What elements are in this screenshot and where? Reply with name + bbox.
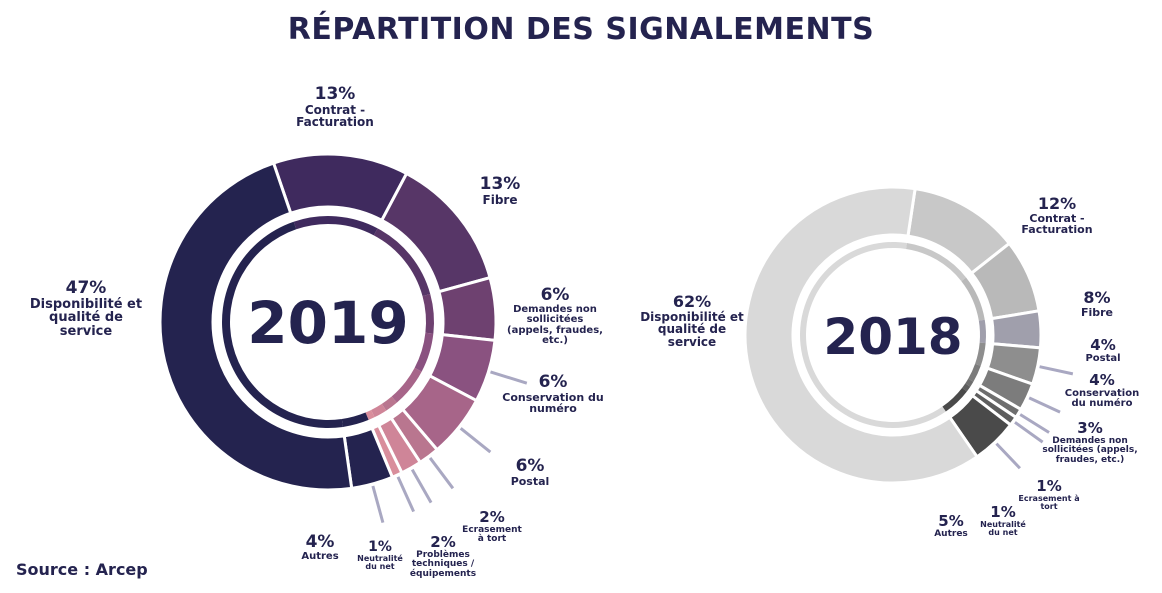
leader-line-autres [995, 442, 1021, 470]
label-name: Demandes non sollicitées (appels, fraude… [507, 303, 603, 347]
label-pct: 47% [65, 278, 107, 298]
label-name: Demandes non sollicitées (appels, fraude… [1042, 435, 1138, 465]
label-name: Conservation du numéro [502, 390, 604, 416]
label-2019-conservation: 6% Conservation du numéro [498, 372, 608, 416]
label-pct: 2% [430, 533, 456, 551]
label-pct: 6% [538, 372, 568, 392]
center-label-2018: 2018 [823, 308, 962, 366]
inner-ring-demandes-non-sollicitees-appels-fraudes-etc [422, 294, 435, 334]
label-name: Disponibilité et qualité de service [640, 309, 744, 349]
inner-ring-contrat-facturation [293, 216, 378, 236]
leader-line-ecrasement-a-tort [1019, 413, 1050, 434]
inner-ring-contrat-facturation [906, 243, 967, 282]
label-2018-conservation: 4% Conservation du numéro [1062, 371, 1142, 410]
inner-ring-fibre [373, 228, 431, 297]
inner-ring-autres [942, 387, 967, 412]
label-name: Fibre [1080, 305, 1114, 319]
label-name: Fibre [482, 192, 518, 207]
leader-line-postal [459, 427, 492, 454]
inner-ring-autres [341, 412, 369, 427]
label-pct: 13% [479, 174, 521, 194]
label-pct: 1% [990, 503, 1016, 521]
inner-ring-conservation-du-numero [975, 342, 986, 366]
inner-ring-ecrasement-a-tort [965, 378, 974, 387]
donut-2018 [743, 185, 1074, 485]
slice-postal [989, 309, 1043, 350]
label-pct: 4% [1090, 336, 1116, 354]
label-pct: 1% [368, 539, 392, 555]
chart-title: RÉPARTITION DES SIGNALEMENTS [287, 12, 875, 47]
label-pct: 13% [314, 84, 356, 104]
label-2019-disponibilite: 47% Disponibilité et qualité de service [28, 278, 144, 340]
label-name: Contrat - Facturation [1021, 211, 1093, 237]
inner-ring-postal [978, 319, 986, 344]
label-name: Postal [510, 474, 550, 488]
label-pct: 6% [540, 285, 570, 305]
leader-line-conservation-du-numero [1039, 365, 1074, 376]
label-pct: 1% [1036, 477, 1062, 495]
label-2018-autres: 5% Autres [928, 512, 974, 539]
inner-ring-conservation-du-numero [414, 332, 434, 372]
leader-line-neutralite-du-net [396, 476, 415, 513]
label-name: Problèmes techniques / équipements [409, 549, 477, 579]
label-2018-ecrasement: 1% Ecrasement à tort [1018, 477, 1080, 512]
label-name: Ecrasement à tort [462, 524, 522, 545]
label-2019-ecrasement: 2% Ecrasement à tort [460, 508, 524, 545]
inner-ring-ecrasement-a-tort [381, 396, 397, 411]
label-2018-postal: 4% Postal [1078, 336, 1128, 364]
inner-ring-demandes-non-sollicitees-appels-fraudes-etc [968, 363, 981, 382]
inner-ring-problemes-techniques-equipements [371, 403, 387, 418]
label-2018-disponibilite: 62% Disponibilité et qualité de service [640, 292, 744, 349]
label-2019-contrat: 13% Contrat - Facturation [290, 84, 380, 130]
label-2018-neutralite: 1% Neutralité du net [975, 503, 1031, 538]
inner-ring-postal [391, 367, 422, 403]
label-2019-demandes: 6% Demandes non sollicitées (appels, fra… [505, 285, 605, 347]
leader-line-conservation-du-numero [490, 370, 528, 385]
label-name: Contrat - Facturation [296, 102, 374, 130]
center-label-2019: 2019 [247, 289, 408, 357]
label-name: Disponibilité et qualité de service [29, 296, 143, 340]
source-note: Source : Arcep [16, 560, 148, 579]
label-name: Neutralité du net [357, 553, 403, 572]
label-name: Ecrasement à tort [1018, 493, 1080, 512]
leader-line-neutralite-du-net [1014, 421, 1044, 444]
label-2019-fibre: 13% Fibre [470, 174, 530, 207]
label-pct: 3% [1077, 419, 1103, 437]
label-2019-neutralite: 1% Neutralité du net [352, 540, 408, 571]
label-name: Postal [1085, 352, 1121, 364]
inner-ring-neutralite-du-net [365, 410, 375, 420]
label-2018-contrat: 12% Contrat - Facturation [1018, 194, 1096, 237]
label-name: Neutralité du net [980, 519, 1026, 538]
label-pct: 4% [305, 532, 335, 552]
label-2018-demandes: 3% Demandes non sollicitées (appels, fra… [1040, 419, 1140, 465]
label-pct: 6% [515, 456, 545, 476]
donut-2019 [158, 152, 528, 524]
label-name: Autres [301, 550, 339, 562]
label-pct: 4% [1089, 371, 1115, 389]
label-name: Conservation du numéro [1064, 387, 1140, 410]
inner-ring-fibre [961, 277, 985, 321]
label-pct: 12% [1037, 194, 1077, 213]
slice-disponibilite-et-qualite-de-service [158, 161, 354, 492]
leader-line-autres [371, 485, 385, 524]
label-pct: 5% [938, 512, 964, 530]
label-2019-postal: 6% Postal [505, 456, 555, 488]
slice-disponibilite-et-qualite-de-service [743, 185, 980, 485]
leader-line-ecrasement-a-tort [428, 457, 455, 490]
inner-ring-neutralite-du-net [962, 383, 971, 392]
label-name: Autres [934, 528, 968, 539]
label-pct: 8% [1083, 288, 1111, 307]
label-2018-fibre: 8% Fibre [1072, 288, 1122, 319]
label-2019-problemes: 2% Problèmes techniques / équipements [405, 533, 481, 579]
leader-line-demandes-non-sollicitees-appels-fraudes-etc [1028, 396, 1061, 414]
leader-line-problemes-techniques-equipements [410, 468, 433, 504]
label-pct: 2% [479, 508, 505, 526]
label-pct: 62% [672, 292, 712, 311]
label-2019-autres: 4% Autres [295, 532, 345, 562]
